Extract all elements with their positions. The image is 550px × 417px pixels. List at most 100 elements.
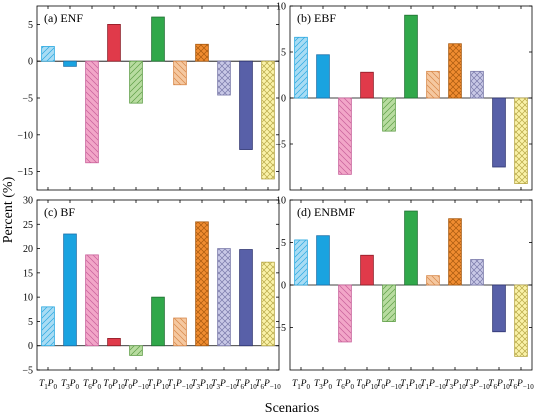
bar-ebf-0	[294, 36, 308, 99]
bar-ebf-9	[492, 97, 506, 168]
y-tick: 10	[276, 2, 532, 13]
y-tick-label: 0	[281, 281, 286, 292]
y-tick: 0	[281, 94, 532, 105]
y-tick-label: 10	[276, 196, 286, 207]
bar-bf-0	[41, 306, 55, 347]
y-tick: 0	[28, 341, 279, 352]
y-tick: 5	[28, 20, 279, 31]
y-tick: 30	[23, 196, 279, 207]
y-tick-label: 0	[28, 341, 33, 352]
x-tick-label: T3P−10	[211, 379, 237, 391]
bar-ebf-4	[382, 97, 396, 132]
bar-enf-2	[85, 60, 99, 164]
y-tick-label: −5	[22, 366, 33, 377]
bar-ebf-2	[338, 97, 352, 175]
x-axis-title: Scenarios	[265, 401, 319, 416]
bar-bf-9	[239, 249, 253, 347]
bar-bf-7	[195, 221, 209, 347]
bar-enf-5	[151, 16, 165, 62]
bar-bf-10	[261, 261, 275, 347]
bar-ebf-3	[360, 71, 374, 99]
bar-bf-1	[63, 233, 77, 347]
bar-enf-3	[107, 23, 121, 62]
y-tick: 5	[28, 317, 279, 328]
y-axis-title: Percent (%)	[1, 176, 16, 243]
y-tick-label: 10	[23, 293, 33, 304]
bar-ebf-5	[404, 14, 418, 99]
bar-bf-5	[151, 296, 165, 347]
y-tick: −5	[22, 366, 279, 377]
x-tick-label: T3P0	[314, 379, 333, 391]
y-tick: −5	[275, 323, 532, 334]
bar-bf-4	[129, 345, 143, 356]
y-tick: 15	[23, 268, 279, 279]
x-tick-label: T6P−10	[508, 379, 534, 391]
bar-bf-6	[173, 317, 187, 347]
y-tick-label: 0	[281, 94, 286, 105]
bar-enbmf-0	[294, 239, 308, 286]
bar-ebf-7	[448, 43, 462, 99]
bar-enf-0	[41, 46, 55, 62]
panel-bf: −5 0 5 10 15 20 25 30 (c) BF T1P0 T3P0 T6P0 T0P10T0P…	[22, 196, 281, 392]
y-tick-label: 15	[23, 268, 33, 279]
x-tick-label: T1P10	[400, 379, 422, 391]
bar-enf-1	[63, 60, 77, 67]
y-tick-label: 5	[281, 238, 286, 249]
bar-ebf-1	[316, 54, 330, 99]
x-tick-label: T3P10	[444, 379, 466, 391]
x-tick-label: T6P0	[336, 379, 355, 391]
x-tick-label: T3P0	[61, 379, 80, 391]
x-tick-label: T6P0	[83, 379, 102, 391]
bar-bf-8	[217, 248, 231, 347]
bar-bf-3	[107, 338, 121, 347]
x-tick-label: T1P10	[147, 379, 169, 391]
y-tick: 5	[281, 48, 532, 59]
bar-enf-10	[261, 60, 275, 180]
bar-enf-7	[195, 43, 209, 62]
x-tick-label: T1P−10	[420, 379, 446, 391]
y-tick: 0	[28, 57, 279, 68]
x-tick-label: T1P0	[292, 379, 311, 391]
y-tick-label: 5	[28, 20, 33, 31]
x-tick-label: T6P10	[235, 379, 257, 391]
y-tick-label: −5	[275, 323, 286, 334]
bar-enf-9	[239, 60, 253, 150]
bar-enf-4	[129, 60, 143, 104]
bar-enf-8	[217, 60, 231, 96]
panel-enf: −15 −10 −5 0 5 (a) ENF	[17, 5, 280, 191]
bar-enbmf-1	[316, 235, 330, 286]
y-tick: −10	[17, 130, 279, 141]
y-tick: −5	[275, 140, 532, 151]
panel-ebf: −5 0 5 10 (b) EBF	[275, 2, 533, 191]
panel-title: (a) ENF	[44, 11, 83, 25]
bar-enbmf-4	[382, 284, 396, 322]
x-tick-label: T0P−10	[376, 379, 402, 391]
y-tick: 10	[23, 293, 279, 304]
y-tick-label: 25	[23, 220, 33, 231]
y-tick-label: 20	[23, 244, 33, 255]
y-tick: 25	[23, 220, 279, 231]
y-tick-label: −5	[275, 140, 286, 151]
bar-enf-6	[173, 60, 187, 86]
x-tick-label: T0P−10	[123, 379, 149, 391]
bar-enbmf-10	[514, 284, 528, 357]
bar-bf-2	[85, 254, 99, 347]
y-tick: 5	[281, 238, 532, 249]
x-tick-label: T1P0	[39, 379, 58, 391]
x-tick-label: T0P10	[103, 379, 125, 391]
panel-title: (d) ENBMF	[297, 205, 356, 219]
bar-enbmf-6	[426, 275, 440, 286]
x-tick-label: T6P−10	[255, 379, 281, 391]
bar-enbmf-8	[470, 259, 484, 286]
panel-title: (c) BF	[44, 205, 75, 219]
bar-enbmf-3	[360, 254, 374, 286]
y-tick: −15	[17, 167, 279, 178]
y-tick-label: 5	[28, 317, 33, 328]
bar-enbmf-5	[404, 210, 418, 286]
bar-ebf-10	[514, 97, 528, 184]
y-tick-label: 5	[281, 48, 286, 59]
x-tick-label: T6P10	[488, 379, 510, 391]
panel-title: (b) EBF	[297, 11, 336, 25]
